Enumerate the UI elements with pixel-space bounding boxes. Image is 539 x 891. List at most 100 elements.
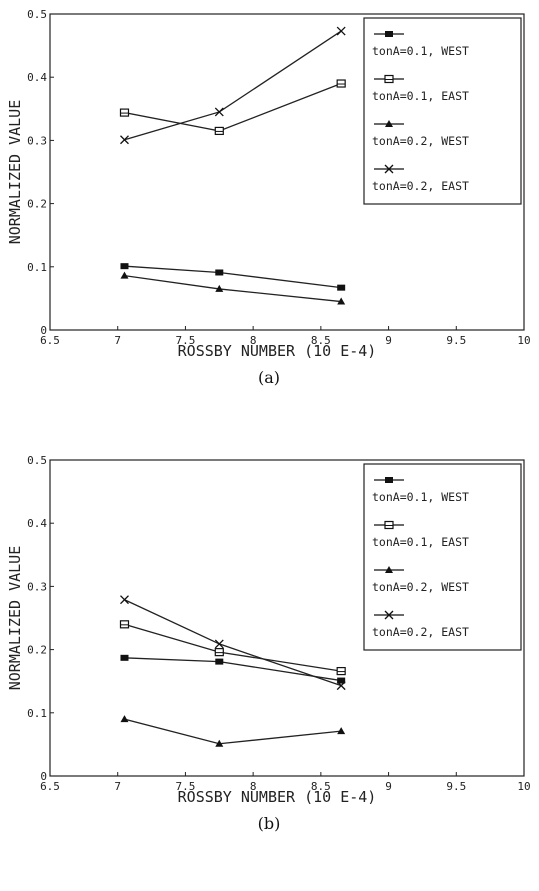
series-2: [119, 620, 346, 676]
chart-b: 6.5 7 7.5 8 8.5 9 9.5 10 0 0.1 0.2 0.3 0.4 0.5 ROSSBY …: [6, 454, 531, 833]
data-point: [120, 654, 129, 661]
legend-item: tonA=0.2, WEST: [372, 566, 469, 594]
series-line: [124, 657, 342, 682]
data-point: [214, 648, 224, 657]
y-tick-label: 0.2: [27, 644, 47, 657]
legend-label: tonA=0.1, WEST: [372, 490, 469, 504]
data-point: [215, 269, 224, 276]
x-axis-label: ROSSBY NUMBER (10 E-4): [178, 788, 377, 806]
data-point: [336, 26, 346, 36]
series-line: [124, 82, 342, 132]
legend: tonA=0.1, WEST tonA=0.1, EAST tonA=0.2, WE…: [363, 17, 522, 205]
series-2: [119, 79, 346, 136]
data-point: [337, 677, 346, 684]
x-tick-label: 9.5: [446, 780, 466, 793]
series-3: [120, 271, 346, 305]
y-tick-label: 0: [40, 770, 47, 783]
legend-item: tonA=0.1, EAST: [372, 74, 469, 103]
legend-marker: [385, 120, 393, 127]
legend-marker: [384, 74, 394, 84]
chart-a: 6.5 7 7.5 8 8.5 9 9.5 10 0 0.1 0.2 0.3 0.4 0.5 ROSSBY …: [6, 8, 531, 387]
legend-item: tonA=0.2, EAST: [372, 164, 469, 193]
data-point: [214, 639, 224, 649]
x-tick-label: 9.5: [446, 334, 466, 347]
legend-marker: [384, 164, 394, 174]
series-4: [120, 595, 346, 691]
data-point-stroke2: [120, 135, 129, 145]
x-tick-label: 9: [385, 334, 392, 347]
plot-frame: [49, 459, 525, 777]
legend-marker-stroke2: [384, 610, 394, 620]
data-point: [215, 658, 224, 665]
data-point: [119, 620, 130, 629]
data-point: [336, 681, 346, 691]
data-point: [120, 715, 129, 723]
y-tick-label: 0.2: [27, 198, 47, 211]
legend-label: tonA=0.1, EAST: [372, 535, 469, 549]
data-point: [337, 297, 346, 305]
data-point: [120, 135, 129, 145]
data-point-box: [214, 648, 224, 657]
data-point: [215, 284, 224, 292]
legend-item: tonA=0.2, EAST: [372, 610, 469, 639]
data-point: [337, 727, 346, 735]
legend: tonA=0.1, WEST tonA=0.1, EAST tonA=0.2, WE…: [363, 463, 522, 651]
data-point: [120, 595, 129, 605]
legend-item: tonA=0.2, WEST: [372, 120, 469, 148]
y-axis-label: NORMALIZED VALUE: [6, 546, 24, 691]
x-tick-label: 7.5: [175, 780, 195, 793]
legend-item: tonA=0.1, EAST: [372, 520, 469, 549]
data-point: [337, 284, 346, 291]
x-axis-label: ROSSBY NUMBER (10 E-4): [178, 342, 377, 360]
y-tick-label: 0.3: [27, 134, 47, 147]
x-tick-label: 10: [517, 334, 530, 347]
data-point-stroke2: [336, 681, 346, 691]
legend-marker: [385, 566, 393, 573]
data-point-stroke2: [120, 595, 129, 605]
x-tick-label: 6.5: [40, 334, 60, 347]
legend-label: tonA=0.2, EAST: [372, 625, 469, 639]
x-tick-label: 8.5: [311, 334, 331, 347]
y-tick-label: 0.5: [27, 8, 47, 21]
y-tick-label: 0.5: [27, 454, 47, 467]
legend-label: tonA=0.2, WEST: [372, 580, 469, 594]
x-tick-label: 10: [517, 780, 530, 793]
legend-marker-stroke2: [384, 164, 394, 174]
series-line: [124, 30, 342, 141]
legend-item: tonA=0.1, WEST: [372, 477, 469, 504]
series-3: [120, 715, 346, 747]
x-tick-label: 8.5: [311, 780, 331, 793]
legend-label: tonA=0.1, WEST: [372, 44, 469, 58]
data-point: [214, 126, 224, 136]
y-axis-label: NORMALIZED VALUE: [6, 100, 24, 245]
legend-box: [363, 463, 522, 651]
x-tick-label: 8: [250, 780, 257, 793]
plot-frame: [49, 13, 525, 331]
x-tick-label: 7: [114, 334, 121, 347]
series-line: [124, 265, 342, 289]
series-line: [124, 599, 342, 687]
data-point: [336, 79, 346, 88]
x-tick-label: 9: [385, 780, 392, 793]
series-4: [120, 26, 346, 145]
legend-marker: [384, 520, 394, 530]
y-tick-label: 0.3: [27, 580, 47, 593]
series-line: [124, 275, 342, 303]
data-point: [215, 739, 224, 747]
legend-label: tonA=0.1, EAST: [372, 89, 469, 103]
legend-marker: [385, 31, 393, 37]
y-tick-label: 0: [40, 324, 47, 337]
y-tick-label: 0.4: [27, 71, 47, 84]
data-point-stroke2: [336, 26, 346, 36]
data-point: [120, 271, 129, 279]
x-tick-label: 7: [114, 780, 121, 793]
x-tick-label: 7.5: [175, 334, 195, 347]
legend-label: tonA=0.2, WEST: [372, 134, 469, 148]
chart-caption: (b): [258, 814, 281, 833]
series-line: [124, 718, 342, 745]
chart-caption: (a): [258, 368, 280, 387]
legend-label: tonA=0.2, EAST: [372, 179, 469, 193]
series-1: [120, 263, 346, 291]
data-point-stroke2: [214, 107, 224, 117]
legend-box: [363, 17, 522, 205]
